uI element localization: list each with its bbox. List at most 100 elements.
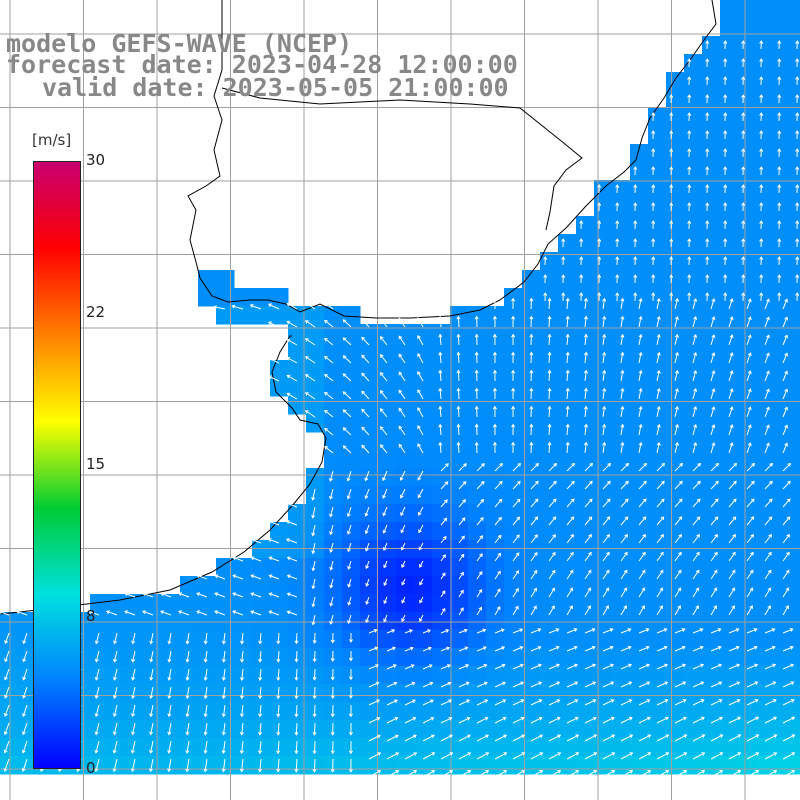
wind-arrow [687,220,692,230]
wind-arrow [113,632,118,645]
speed-cell [612,360,631,379]
wind-arrow [324,409,334,418]
wind-arrow [746,645,758,652]
wind-arrow [615,202,620,212]
speed-cell [702,36,721,55]
speed-cell [756,414,775,433]
speed-cell [360,468,379,487]
wind-arrow [692,734,706,742]
wind-arrow [795,148,800,158]
wind-arrow [548,480,557,490]
wind-arrow [458,628,468,634]
wind-arrow [512,605,519,616]
speed-cell [594,198,613,217]
speed-cell [288,360,307,379]
wind-arrow [250,574,262,580]
wind-arrow [149,740,154,754]
wind-arrow [656,551,664,562]
speed-cell [306,396,325,415]
wind-arrow [422,699,434,706]
wind-arrow [597,256,602,266]
speed-cell [288,684,307,703]
wind-arrow [474,315,479,328]
speed-cell [450,630,469,649]
speed-cell [720,666,739,685]
speed-cell [648,756,667,775]
wind-arrow [494,516,502,526]
speed-cell [234,630,253,649]
wind-arrow [782,716,796,724]
speed-cell [522,666,541,685]
wind-arrow [329,578,334,589]
wind-arrow [746,770,760,778]
wind-arrow [494,699,507,706]
wind-arrow [723,58,728,68]
speed-cell [396,504,415,523]
wind-arrow [258,650,263,663]
wind-arrow [746,605,753,616]
wind-arrow [383,614,388,623]
wind-arrow [440,572,446,580]
speed-cell [666,324,685,343]
wind-arrow [692,681,705,688]
wind-arrow [239,722,244,736]
speed-cell [0,630,19,649]
speed-cell [360,522,379,541]
speed-cell [684,738,703,757]
speed-cell [378,756,397,775]
speed-cell [252,594,271,613]
speed-cell [720,648,739,667]
speed-cell [720,180,739,199]
speed-cell [90,738,109,757]
speed-cell [558,378,577,397]
speed-cell [594,234,613,253]
speed-cell [522,432,541,451]
wind-arrow [579,238,584,248]
speed-cell [432,648,451,667]
speed-cell [774,126,793,145]
wind-arrow [312,650,317,663]
speed-cell [234,684,253,703]
speed-cell [234,756,253,775]
speed-cell [576,324,595,343]
speed-cell [648,612,667,631]
speed-cell [360,666,379,685]
speed-cell [774,0,793,19]
wind-arrow [782,587,790,598]
wind-arrow [529,387,534,400]
speed-cell [396,468,415,487]
wind-arrow [294,668,299,681]
wind-arrow [494,628,505,634]
wind-arrow [795,130,800,140]
speed-cell [18,702,37,721]
wind-arrow [656,441,661,454]
wind-arrow [221,776,226,791]
wind-arrow [529,441,534,454]
wind-arrow [404,629,413,634]
wind-arrow [548,462,558,472]
speed-cell [720,288,739,307]
speed-cell [738,90,757,109]
wind-arrow [656,628,668,634]
wind-arrow [620,462,630,472]
wind-arrow [764,569,772,580]
speed-cell [702,630,721,649]
speed-cell [702,324,721,343]
wind-arrow [620,569,628,580]
speed-cell [666,90,685,109]
wind-arrow [669,166,674,176]
wind-arrow [511,387,516,400]
speed-cell [396,720,415,739]
speed-cell [594,666,613,685]
wind-arrow [741,130,746,140]
wind-arrow [777,112,782,122]
wind-arrow [231,304,244,310]
wind-arrow [440,664,451,670]
speed-cell [414,522,433,541]
wind-arrow [276,632,281,645]
wind-arrow [148,776,154,791]
wind-arrow [777,76,782,86]
wind-arrow [687,184,692,194]
wind-arrow [638,663,651,670]
